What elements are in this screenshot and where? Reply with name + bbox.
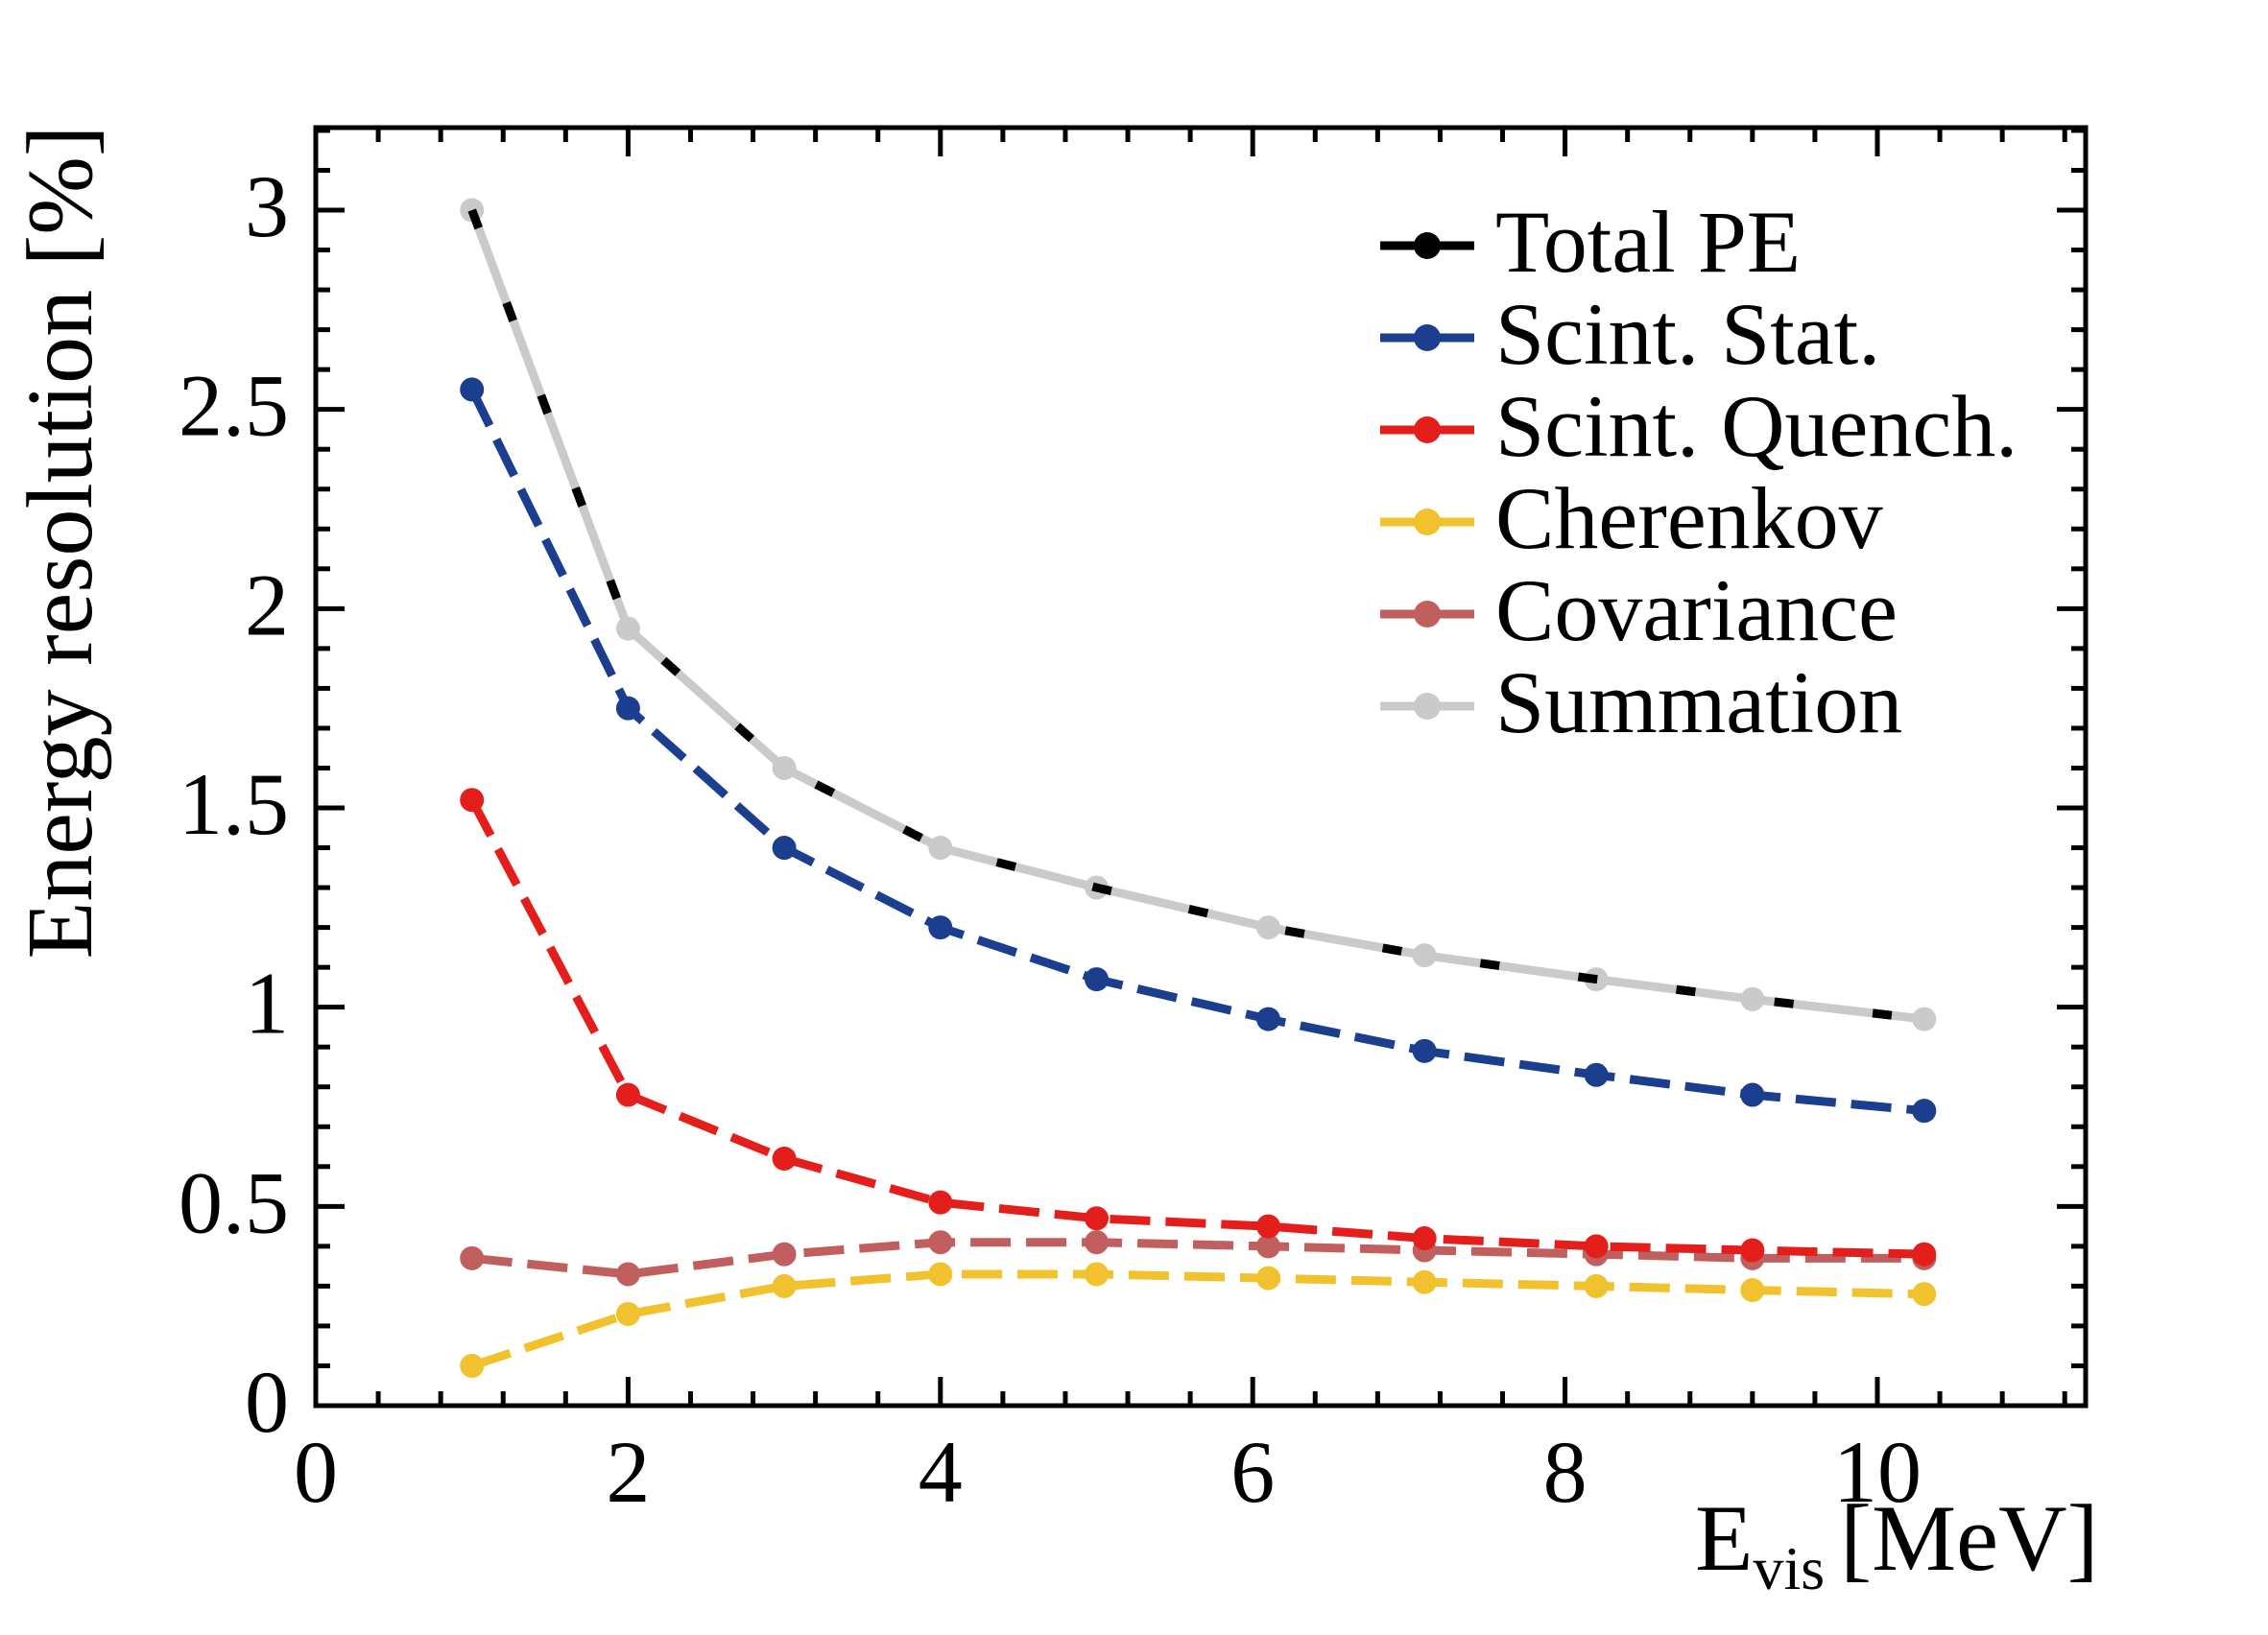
svg-text:2.5: 2.5 bbox=[179, 357, 289, 455]
svg-text:4: 4 bbox=[919, 1423, 963, 1521]
svg-text:1: 1 bbox=[245, 955, 289, 1053]
svg-text:6: 6 bbox=[1230, 1423, 1275, 1521]
svg-text:2: 2 bbox=[606, 1423, 650, 1521]
svg-text:1.5: 1.5 bbox=[179, 755, 289, 853]
svg-text:Energy resolution [%]: Energy resolution [%] bbox=[9, 125, 112, 959]
svg-text:0: 0 bbox=[245, 1353, 289, 1451]
svg-text:Covariance: Covariance bbox=[1495, 561, 1898, 659]
svg-text:Cherenkov: Cherenkov bbox=[1495, 469, 1883, 567]
svg-text:Scint. Quench.: Scint. Quench. bbox=[1495, 377, 2017, 475]
svg-text:3: 3 bbox=[245, 157, 289, 255]
svg-text:Scint. Stat.: Scint. Stat. bbox=[1495, 285, 1880, 383]
svg-text:Summation: Summation bbox=[1495, 653, 1902, 751]
svg-text:8: 8 bbox=[1543, 1423, 1588, 1521]
svg-text:Total PE: Total PE bbox=[1495, 193, 1801, 291]
svg-text:0: 0 bbox=[294, 1423, 338, 1521]
svg-text:0.5: 0.5 bbox=[179, 1153, 289, 1251]
svg-text:2: 2 bbox=[245, 556, 289, 653]
